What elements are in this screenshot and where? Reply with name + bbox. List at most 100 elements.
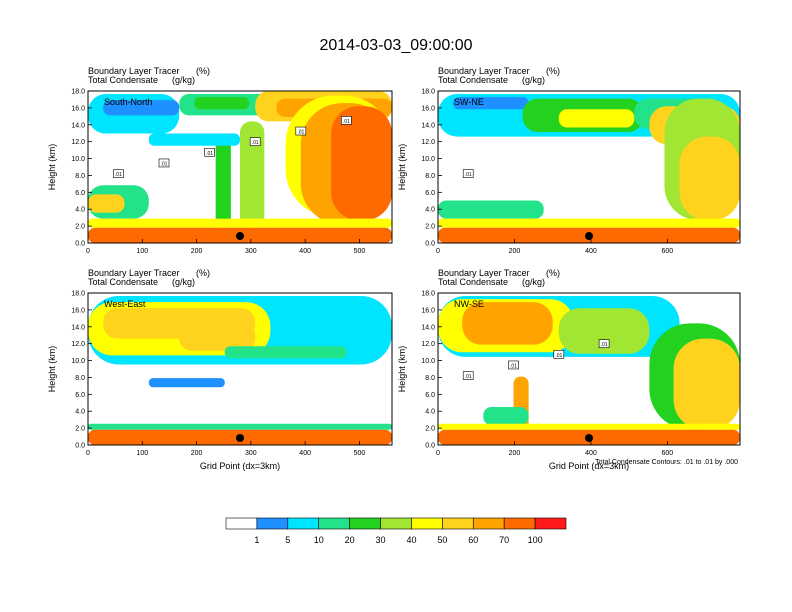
field-region bbox=[88, 423, 392, 430]
contour-label: .01 bbox=[113, 169, 124, 178]
field-region bbox=[558, 308, 650, 354]
y-tick-label: 12.0 bbox=[71, 139, 85, 146]
panel-4: Boundary Layer Tracer (%) Total Condensate… bbox=[397, 268, 741, 471]
field-region bbox=[179, 323, 256, 351]
contour-label-text: .01 bbox=[252, 140, 259, 146]
colorbar-swatch bbox=[225, 517, 258, 530]
field-region bbox=[240, 121, 265, 228]
panel-header-unit1: (%) bbox=[546, 268, 560, 278]
y-axis-label: Height (km) bbox=[397, 144, 407, 191]
field-region bbox=[558, 109, 635, 128]
colorbar-label: 50 bbox=[437, 535, 447, 545]
location-marker bbox=[585, 434, 593, 442]
field-region bbox=[103, 100, 180, 116]
y-tick-label: 8.0 bbox=[75, 375, 85, 382]
y-tick-label: 16.0 bbox=[71, 307, 85, 314]
x-tick-label: 200 bbox=[191, 450, 203, 457]
plot-frame bbox=[437, 292, 741, 446]
contour-label-text: .01 bbox=[343, 119, 350, 125]
y-tick-label: 0.0 bbox=[425, 241, 435, 248]
x-tick-label: 0 bbox=[436, 450, 440, 457]
y-tick-label: 10.0 bbox=[71, 358, 85, 365]
x-axis-label: Grid Point (dx=3km) bbox=[200, 461, 280, 471]
colorbar-label: 70 bbox=[499, 535, 509, 545]
y-tick-label: 14.0 bbox=[71, 324, 85, 331]
panel-header-line2: Total Condensate bbox=[88, 75, 158, 85]
plot-frame bbox=[87, 292, 393, 446]
y-tick-label: 0.0 bbox=[75, 241, 85, 248]
colorbar-label: 1 bbox=[254, 535, 259, 545]
x-tick-label: 300 bbox=[245, 248, 257, 255]
figure-title: 2014-03-03_09:00:00 bbox=[319, 37, 472, 54]
y-tick-label: 18.0 bbox=[421, 89, 435, 96]
y-tick-label: 4.0 bbox=[425, 409, 435, 416]
x-tick-label: 400 bbox=[299, 450, 311, 457]
colorbar-label: 30 bbox=[376, 535, 386, 545]
y-tick-label: 8.0 bbox=[425, 173, 435, 180]
contour-label: .01 bbox=[341, 116, 352, 125]
contour-label-text: .01 bbox=[115, 172, 122, 178]
location-marker bbox=[236, 232, 244, 240]
y-tick-label: 16.0 bbox=[421, 307, 435, 314]
panel-header-line2: Total Condensate bbox=[438, 277, 508, 287]
location-marker bbox=[236, 434, 244, 442]
colorbar-swatch bbox=[503, 517, 536, 530]
field-region bbox=[438, 218, 740, 228]
y-tick-label: 2.0 bbox=[425, 224, 435, 231]
panel-header-unit1: (%) bbox=[546, 66, 560, 76]
x-tick-label: 0 bbox=[86, 248, 90, 255]
panel-header-unit1: (%) bbox=[196, 268, 210, 278]
contour-label: .01 bbox=[204, 148, 215, 157]
x-tick-label: 0 bbox=[86, 450, 90, 457]
x-tick-label: 200 bbox=[509, 248, 521, 255]
x-tick-label: 300 bbox=[245, 450, 257, 457]
panel-header-line1: Boundary Layer Tracer bbox=[438, 66, 530, 76]
contour-label-text: .01 bbox=[510, 363, 517, 369]
panel-label: West-East bbox=[104, 299, 146, 309]
contour-label: .01 bbox=[598, 339, 610, 348]
x-tick-label: 500 bbox=[354, 450, 366, 457]
colorbar: 1 5 10 20 30 40 50 60 70 100 bbox=[225, 517, 567, 545]
contour-label: .01 bbox=[295, 126, 307, 136]
y-axis-label: Height (km) bbox=[47, 144, 57, 191]
y-tick-label: 18.0 bbox=[71, 291, 85, 298]
contour-label: .01 bbox=[508, 360, 519, 369]
colorbar-label: 20 bbox=[345, 535, 355, 545]
contour-label: .01 bbox=[462, 169, 474, 178]
location-marker bbox=[585, 232, 593, 240]
panel-header-line1: Boundary Layer Tracer bbox=[88, 66, 180, 76]
x-tick-label: 600 bbox=[662, 450, 674, 457]
y-tick-label: 0.0 bbox=[75, 443, 85, 450]
y-axis-label: Height (km) bbox=[397, 346, 407, 393]
colorbar-swatch bbox=[380, 517, 412, 530]
x-tick-label: 500 bbox=[354, 248, 366, 255]
y-tick-label: 10.0 bbox=[71, 156, 85, 163]
contour-label: .01 bbox=[462, 371, 474, 380]
x-tick-label: 100 bbox=[136, 450, 148, 457]
colorbar-swatch bbox=[287, 517, 320, 530]
y-tick-label: 6.0 bbox=[75, 190, 85, 197]
contour-label: .01 bbox=[553, 350, 565, 359]
colorbar-label: 100 bbox=[528, 535, 543, 545]
y-tick-label: 10.0 bbox=[421, 358, 435, 365]
y-tick-label: 6.0 bbox=[75, 392, 85, 399]
y-tick-label: 8.0 bbox=[75, 173, 85, 180]
colorbar-label: 40 bbox=[406, 535, 416, 545]
plot-frame bbox=[437, 90, 741, 244]
y-tick-label: 4.0 bbox=[75, 207, 85, 214]
y-tick-label: 6.0 bbox=[425, 190, 435, 197]
x-axis-label: Grid Point (dx=3km) bbox=[549, 461, 629, 471]
colorbar-label: 60 bbox=[468, 535, 478, 545]
y-tick-label: 4.0 bbox=[425, 207, 435, 214]
x-tick-label: 200 bbox=[509, 450, 521, 457]
x-tick-label: 400 bbox=[299, 248, 311, 255]
colorbar-label: 5 bbox=[285, 535, 290, 545]
field-region bbox=[215, 136, 231, 228]
y-tick-label: 12.0 bbox=[421, 341, 435, 348]
panel-header-unit2: (g/kg) bbox=[522, 75, 545, 85]
field-region bbox=[194, 97, 250, 110]
colorbar-swatch bbox=[349, 517, 381, 530]
y-tick-label: 0.0 bbox=[425, 443, 435, 450]
field-region bbox=[331, 106, 392, 221]
